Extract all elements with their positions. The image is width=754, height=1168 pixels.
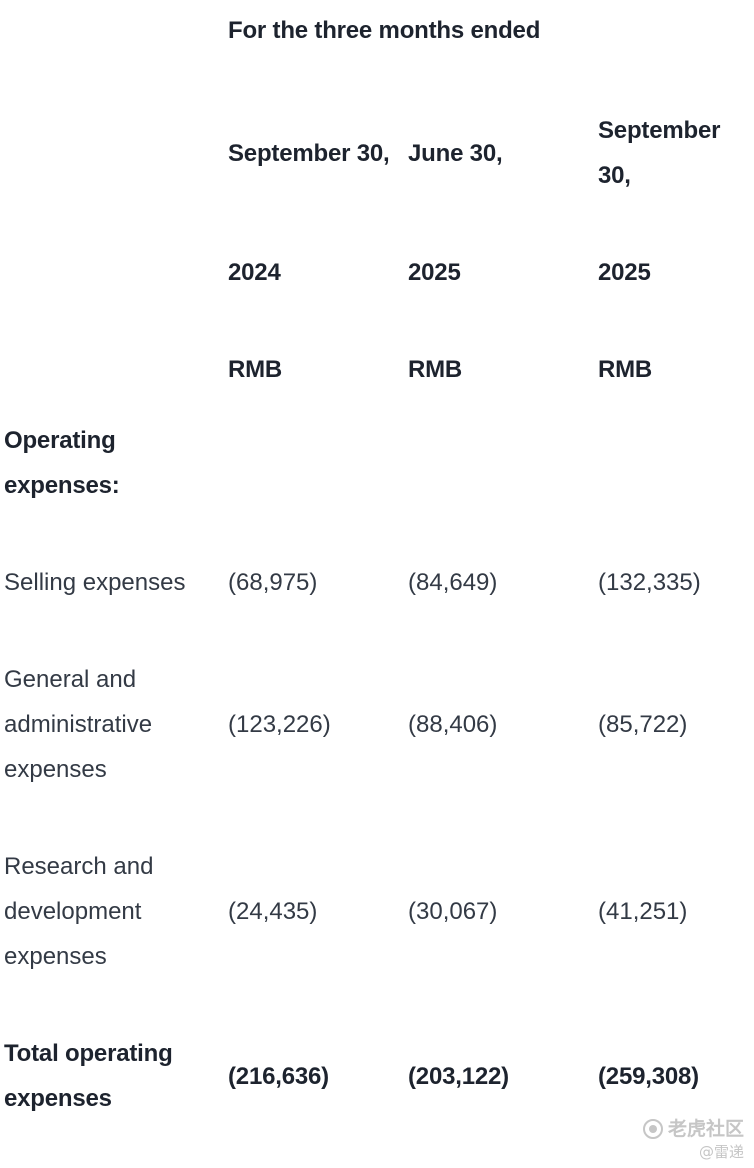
tiger-community-logo-icon bbox=[642, 1119, 663, 1140]
column-header-year-2: 2025 bbox=[408, 259, 461, 286]
row-label: Research and development expenses bbox=[4, 853, 154, 970]
watermark-brand: 老虎社区 bbox=[667, 1117, 744, 1140]
row-label: General and administrative expenses bbox=[4, 666, 153, 783]
column-header-currency-3: RMB bbox=[598, 356, 653, 383]
column-header-currency-1: RMB bbox=[228, 356, 283, 383]
cell-value bbox=[228, 418, 408, 560]
period-header-row: September 30, June 30, September 30, bbox=[4, 108, 754, 250]
column-header-period-3: September 30, bbox=[598, 117, 721, 189]
cell-value: (88,406) bbox=[408, 711, 498, 738]
empty-cell bbox=[4, 8, 228, 108]
cell-value: (259,308) bbox=[598, 1062, 699, 1090]
currency-header-row: RMB RMB RMB bbox=[4, 347, 754, 418]
watermark: 老虎社区 @雷递 bbox=[642, 1117, 744, 1163]
table-row-total-operating-expenses: Total operating expenses (216,636) (203,… bbox=[4, 1031, 754, 1121]
cell-value bbox=[408, 418, 598, 560]
table-row-selling-expenses: Selling expenses (68,975) (84,649) (132,… bbox=[4, 560, 754, 657]
table-title: For the three months ended bbox=[228, 17, 541, 44]
column-header-currency-2: RMB bbox=[408, 356, 463, 383]
cell-value: (30,067) bbox=[408, 898, 498, 925]
cell-value: (216,636) bbox=[228, 1062, 329, 1090]
operating-expenses-table: For the three months ended September 30,… bbox=[4, 8, 754, 1121]
table-row-general-administrative-expenses: General and administrative expenses (123… bbox=[4, 657, 754, 844]
cell-value bbox=[598, 418, 754, 560]
cell-value: (132,335) bbox=[598, 569, 701, 596]
cell-value: (41,251) bbox=[598, 898, 688, 925]
cell-value: (85,722) bbox=[598, 711, 688, 738]
column-header-period-2: June 30, bbox=[408, 139, 503, 167]
cell-value: (203,122) bbox=[408, 1062, 509, 1090]
year-header-row: 2024 2025 2025 bbox=[4, 250, 754, 347]
watermark-brand-row: 老虎社区 bbox=[642, 1117, 744, 1142]
watermark-author: @雷递 bbox=[698, 1143, 744, 1162]
column-header-period-1: September 30, bbox=[228, 139, 390, 167]
cell-value: (68,975) bbox=[228, 569, 318, 596]
cell-value: (123,226) bbox=[228, 711, 331, 738]
row-label: Total operating expenses bbox=[4, 1040, 173, 1112]
column-header-year-1: 2024 bbox=[228, 259, 281, 286]
empty-cell bbox=[4, 347, 228, 418]
cell-value: (84,649) bbox=[408, 569, 498, 596]
table-row-research-development-expenses: Research and development expenses (24,43… bbox=[4, 844, 754, 1031]
table-row-operating-expenses-header: Operating expenses: bbox=[4, 418, 754, 560]
row-label: Operating expenses: bbox=[4, 427, 120, 499]
cell-value: (24,435) bbox=[228, 898, 318, 925]
empty-cell bbox=[4, 108, 228, 250]
table-title-row: For the three months ended bbox=[4, 8, 754, 108]
row-label: Selling expenses bbox=[4, 569, 186, 596]
financial-statement: For the three months ended September 30,… bbox=[4, 8, 754, 1121]
empty-cell bbox=[4, 250, 228, 347]
column-header-year-3: 2025 bbox=[598, 259, 651, 286]
